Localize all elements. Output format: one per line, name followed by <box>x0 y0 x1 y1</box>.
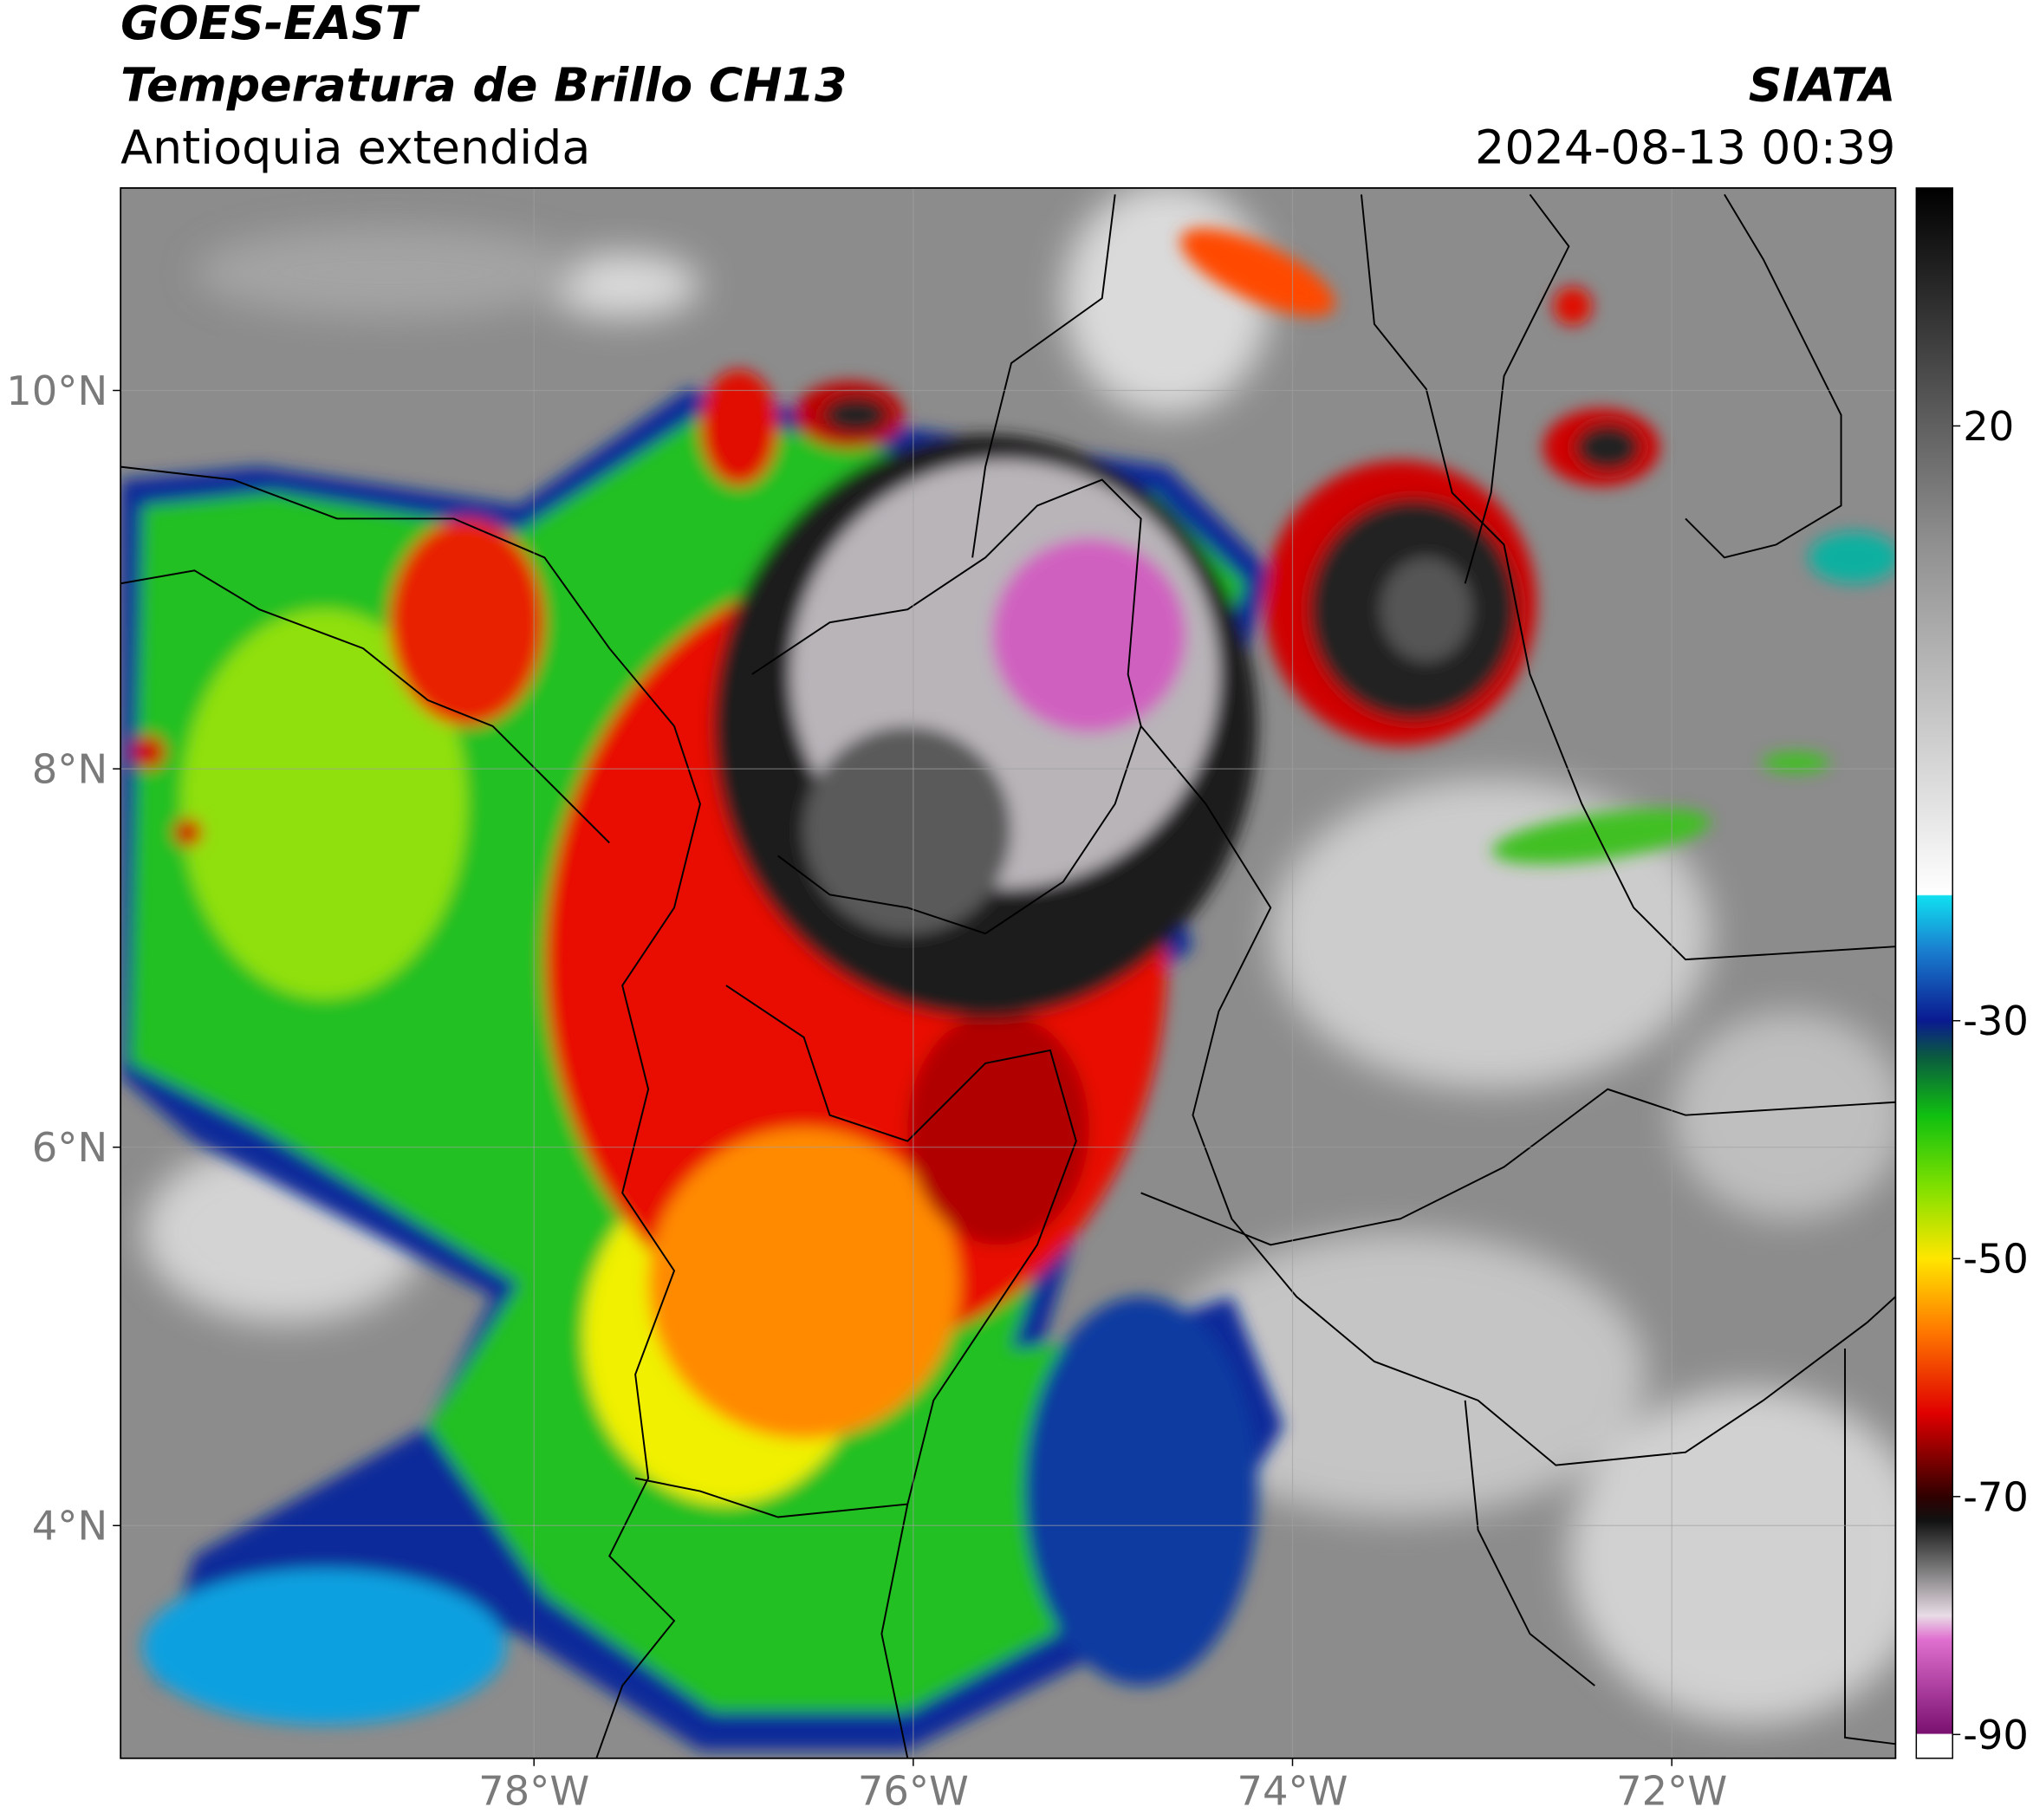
x-tick-label: 78°W <box>478 1768 589 1815</box>
colorbar <box>1915 187 1953 1759</box>
colorbar-axis: 20 -30 -50 -70 -90 <box>1952 403 2029 1758</box>
y-tick-label: 4°N <box>32 1503 107 1550</box>
colorbar-tick-label: 20 <box>1963 403 2014 450</box>
title: GOES-EAST <box>120 0 420 50</box>
subtitle: Temperatura de Brillo CH13 <box>120 58 847 113</box>
colorbar-tick-label: -50 <box>1963 1236 2029 1283</box>
x-tick-label: 76°W <box>858 1768 969 1815</box>
axes: 78°W 76°W 74°W 72°W 4°N 6°N 8°N 10°N <box>6 367 1727 1815</box>
source: SIATA <box>1749 58 1896 113</box>
colorbar-tick-label: -90 <box>1963 1712 2029 1758</box>
map-frame <box>120 187 1897 1759</box>
satellite-imagery <box>120 187 1896 1758</box>
x-tick-label: 74°W <box>1237 1768 1348 1815</box>
y-tick-label: 8°N <box>32 746 107 793</box>
timestamp: 2024-08-13 00:39 <box>1475 120 1895 175</box>
y-tick-label: 10°N <box>6 367 107 414</box>
colorbar-tick-label: -70 <box>1963 1473 2029 1520</box>
y-tick-label: 6°N <box>32 1124 107 1171</box>
region: Antioquia extendida <box>120 120 590 175</box>
grid <box>120 187 1896 1758</box>
x-tick-label: 72°W <box>1616 1768 1727 1815</box>
colorbar-tick-label: -30 <box>1963 998 2029 1044</box>
